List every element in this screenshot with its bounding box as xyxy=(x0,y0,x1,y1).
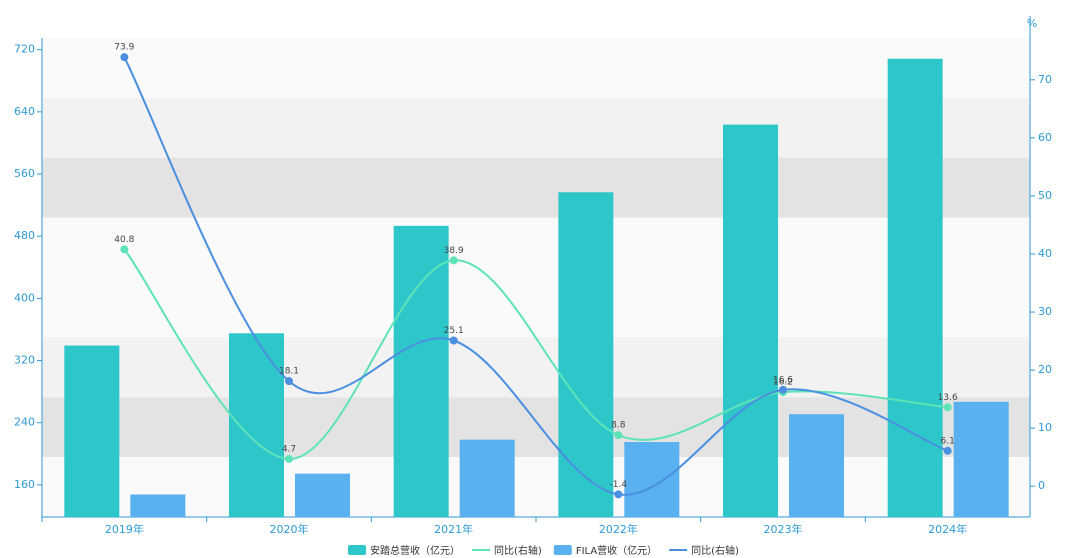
split-area xyxy=(42,157,1030,218)
y-tick-label: 560 xyxy=(14,167,35,180)
legend-label: FILA营收（亿元） xyxy=(576,544,657,557)
split-area xyxy=(42,97,1030,158)
point xyxy=(120,53,129,62)
y-tick-label: 720 xyxy=(14,43,35,56)
split-area xyxy=(42,38,1030,98)
y2-tick-label: 0 xyxy=(1038,479,1045,492)
split-area xyxy=(42,457,1030,517)
bar xyxy=(459,439,515,517)
y2-tick-label: 70 xyxy=(1038,73,1052,86)
y-tick-label: 320 xyxy=(14,354,35,367)
point xyxy=(614,490,623,499)
y2-tick-label: 20 xyxy=(1038,363,1052,376)
legend-swatch xyxy=(348,545,366,555)
point xyxy=(943,403,952,412)
bar xyxy=(723,124,778,517)
bar xyxy=(393,225,449,517)
bar xyxy=(789,414,844,517)
split-area xyxy=(42,397,1030,458)
x-tick-label: 2024年 xyxy=(928,522,967,536)
point xyxy=(285,377,293,386)
legend-label: 安踏总营收（亿元） xyxy=(370,544,460,557)
data-label: -1.4 xyxy=(610,480,628,490)
x-tick-label: 2023年 xyxy=(764,522,803,536)
y-tick-label: 640 xyxy=(14,105,35,118)
data-label: 13.6 xyxy=(938,393,958,403)
point xyxy=(120,245,129,254)
x-tick-label: 2022年 xyxy=(599,522,638,536)
data-label: 73.9 xyxy=(114,43,134,53)
bar xyxy=(624,441,680,517)
y2-tick-label: 30 xyxy=(1038,305,1052,318)
y2-tick-label: 50 xyxy=(1038,189,1052,202)
point xyxy=(449,256,458,265)
point xyxy=(285,454,293,463)
data-label: 40.8 xyxy=(114,235,134,245)
data-label: 16.6 xyxy=(773,375,793,385)
split-area xyxy=(42,217,1030,278)
data-label: 4.7 xyxy=(282,444,296,454)
bar xyxy=(130,494,186,517)
point xyxy=(449,336,458,345)
split-area xyxy=(42,277,1030,338)
bar xyxy=(558,192,614,517)
data-label: 16.2 xyxy=(773,378,793,388)
data-label: 6.1 xyxy=(941,436,955,446)
y-tick-label: 160 xyxy=(14,478,35,491)
y2-axis-label: % xyxy=(1027,17,1037,30)
legend-label: 同比(右轴) xyxy=(691,544,739,557)
bar xyxy=(295,473,350,517)
bar xyxy=(887,58,943,518)
point xyxy=(943,446,952,455)
data-label: 25.1 xyxy=(444,326,464,336)
data-label: 18.1 xyxy=(279,367,299,377)
x-tick-label: 2020年 xyxy=(270,522,309,536)
data-label: 8.8 xyxy=(611,421,626,431)
point xyxy=(614,431,623,440)
y2-tick-label: 60 xyxy=(1038,131,1052,144)
y2-tick-label: 40 xyxy=(1038,247,1052,260)
legend-swatch xyxy=(553,545,572,555)
bar xyxy=(64,345,120,517)
x-tick-label: 2019年 xyxy=(105,522,144,536)
bar xyxy=(953,401,1009,517)
x-tick-label: 2021年 xyxy=(434,522,473,536)
bar xyxy=(229,333,284,517)
data-label: 38.9 xyxy=(444,246,464,256)
y-tick-label: 400 xyxy=(14,291,35,304)
y-tick-label: 480 xyxy=(14,229,35,242)
split-area xyxy=(42,337,1030,398)
legend-label: 同比(右轴) xyxy=(494,544,542,557)
point xyxy=(779,385,787,394)
y2-tick-label: 10 xyxy=(1038,421,1052,434)
y-tick-label: 240 xyxy=(14,416,35,429)
